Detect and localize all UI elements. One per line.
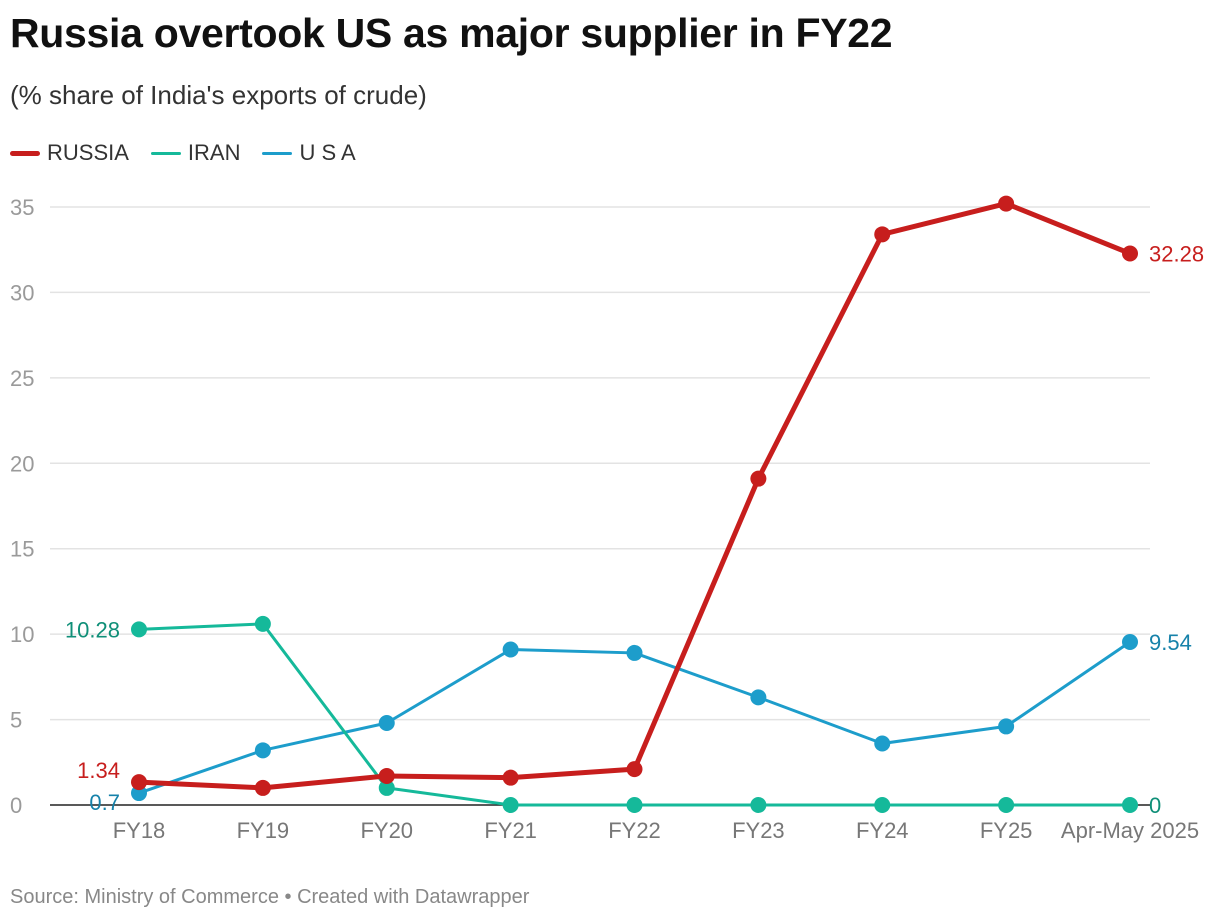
legend-label-russia: RUSSIA xyxy=(47,140,129,165)
series-line-russia xyxy=(136,201,1133,791)
legend-label-iran: IRAN xyxy=(187,140,241,165)
legend: RUSSIA IRAN U S A xyxy=(10,140,378,166)
data-point-russia-8 xyxy=(1122,245,1138,262)
x-tick-label-0: FY18 xyxy=(113,818,166,843)
legend-item-russia: RUSSIA xyxy=(10,140,129,166)
x-tick-label-5: FY23 xyxy=(732,818,785,843)
y-tick-label-5: 5 xyxy=(10,708,22,733)
data-point-usa-0 xyxy=(131,785,147,802)
data-point-russia-1 xyxy=(254,779,271,796)
data-point-iran-5 xyxy=(750,797,767,813)
y-tick-label-0: 0 xyxy=(10,793,22,818)
start-label-iran: 10.28 xyxy=(65,617,120,642)
data-point-iran-0 xyxy=(131,621,147,638)
data-point-usa-5 xyxy=(750,689,767,706)
data-point-usa-7 xyxy=(998,718,1015,735)
legend-swatch-iran xyxy=(150,151,181,155)
data-point-russia-3 xyxy=(502,769,519,786)
data-point-russia-5 xyxy=(750,470,767,487)
data-point-russia-2 xyxy=(378,767,395,784)
end-label-usa: 9.54 xyxy=(1149,630,1192,655)
data-point-iran-6 xyxy=(874,797,891,813)
data-point-usa-4 xyxy=(626,644,643,661)
y-tick-label-30: 30 xyxy=(10,280,34,305)
x-tick-label-8: Apr-May 2025 xyxy=(1061,818,1199,843)
legend-swatch-usa xyxy=(262,151,293,155)
legend-label-usa: U S A xyxy=(299,140,356,165)
data-point-iran-2 xyxy=(378,779,395,796)
chart-title: Russia overtook US as major supplier in … xyxy=(10,10,893,56)
end-label-russia: 32.28 xyxy=(1149,241,1204,266)
x-tick-label-6: FY24 xyxy=(856,818,909,843)
x-tick-label-7: FY25 xyxy=(980,818,1033,843)
data-point-usa-3 xyxy=(502,641,519,658)
y-tick-label-20: 20 xyxy=(10,451,34,476)
data-point-russia-6 xyxy=(874,226,891,243)
x-tick-label-3: FY21 xyxy=(484,818,537,843)
data-point-usa-8 xyxy=(1122,634,1138,651)
data-point-russia-0 xyxy=(131,774,147,791)
data-point-iran-8 xyxy=(1122,797,1138,813)
y-tick-label-35: 35 xyxy=(10,195,34,220)
data-point-iran-3 xyxy=(502,797,519,813)
start-label-russia: 1.34 xyxy=(77,758,120,783)
y-tick-label-10: 10 xyxy=(10,622,34,647)
data-point-iran-1 xyxy=(254,615,271,632)
data-point-iran-7 xyxy=(998,797,1015,813)
data-point-usa-2 xyxy=(378,714,395,731)
chart-subtitle: (% share of India's exports of crude) xyxy=(10,80,427,110)
end-label-iran: 0 xyxy=(1149,793,1161,818)
y-tick-label-25: 25 xyxy=(10,366,34,391)
legend-item-usa: U S A xyxy=(262,140,356,166)
data-point-usa-6 xyxy=(874,735,891,752)
source-note: Source: Ministry of Commerce • Created w… xyxy=(10,886,530,908)
legend-swatch-russia xyxy=(10,150,40,156)
start-label-usa: 0.7 xyxy=(89,790,120,815)
legend-item-iran: IRAN xyxy=(150,140,241,166)
x-tick-label-4: FY22 xyxy=(608,818,661,843)
data-point-russia-7 xyxy=(998,195,1015,212)
data-point-russia-4 xyxy=(626,761,643,778)
data-point-iran-4 xyxy=(626,797,643,813)
x-tick-label-1: FY19 xyxy=(237,818,290,843)
y-tick-label-15: 15 xyxy=(10,537,34,562)
data-point-usa-1 xyxy=(254,742,271,759)
x-tick-label-2: FY20 xyxy=(360,818,413,843)
